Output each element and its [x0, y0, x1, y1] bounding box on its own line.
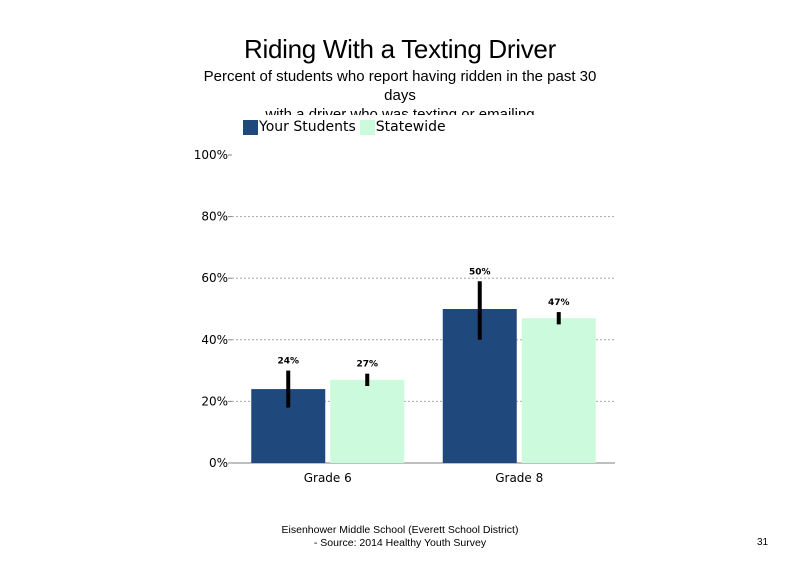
bar-statewide	[330, 379, 405, 463]
subtitle-line: with a driver who was texting or emailin…	[265, 106, 535, 115]
x-category-label: Grade 6	[304, 471, 352, 485]
bar-statewide	[521, 318, 596, 463]
y-tick-label: 100%	[194, 148, 228, 162]
y-tick-label: 20%	[201, 394, 228, 408]
chart-subtitle: Percent of students who report having ri…	[160, 67, 640, 115]
y-tick-label: 0%	[209, 456, 228, 470]
subtitle-line: Percent of students who report having ri…	[203, 68, 597, 85]
legend-label: Your Students	[259, 119, 356, 135]
legend-swatch-statewide	[359, 119, 375, 135]
legend-item-your-students: Your Students	[243, 119, 356, 135]
footer-line: - Source: 2014 Healthy Youth Survey	[313, 537, 487, 549]
x-category-label: Grade 8	[495, 471, 543, 485]
data-label: 27%	[356, 360, 378, 370]
y-tick-label: 80%	[201, 210, 228, 224]
chart-title: Riding With a Texting Driver	[244, 34, 556, 64]
data-label: 47%	[548, 298, 570, 308]
y-tick-label: 60%	[201, 271, 228, 285]
data-label: 24%	[277, 357, 299, 367]
chart-legend: Your Students Statewide	[243, 119, 450, 135]
footer-line: Eisenhower Middle School (Everett School…	[281, 524, 519, 536]
data-label: 50%	[469, 267, 491, 277]
subtitle-line: days	[384, 87, 416, 104]
legend-label: Statewide	[375, 119, 446, 135]
legend-swatch-your-students	[243, 119, 258, 135]
legend-item-statewide: Statewide	[359, 119, 446, 135]
y-tick-label: 40%	[201, 333, 228, 347]
page-number: 31	[757, 537, 769, 548]
footer-source: Eisenhower Middle School (Everett School…	[200, 524, 600, 550]
